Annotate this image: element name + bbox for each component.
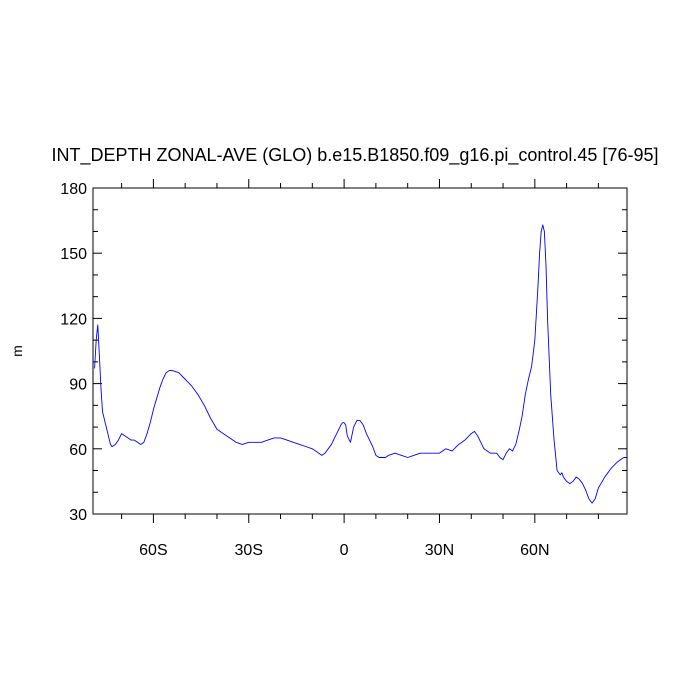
chart-title: INT_DEPTH ZONAL-AVE (GLO) b.e15.B1850.f0… [52,145,659,166]
y-tick-label: 60 [69,442,87,459]
x-tick-label: 60N [520,542,549,559]
series-group [94,224,627,504]
y-tick-label: 30 [69,507,87,524]
y-tick-label: 90 [69,377,87,394]
x-tick-label: 0 [340,542,349,559]
y-tick-label: 120 [60,311,87,328]
x-tick-label: 60S [139,542,167,559]
tick-labels: 30 60 90 120 150 180 60S 30S 0 30N 60N [60,181,549,559]
x-tick-label: 30N [425,542,454,559]
y-tick-label: 150 [60,246,87,263]
axis-ticks [93,179,627,523]
y-axis-label: m [9,345,25,357]
y-tick-label: 180 [60,181,87,198]
plot-frame [92,187,628,515]
x-tick-label: 30S [235,542,263,559]
series-line [94,224,627,504]
